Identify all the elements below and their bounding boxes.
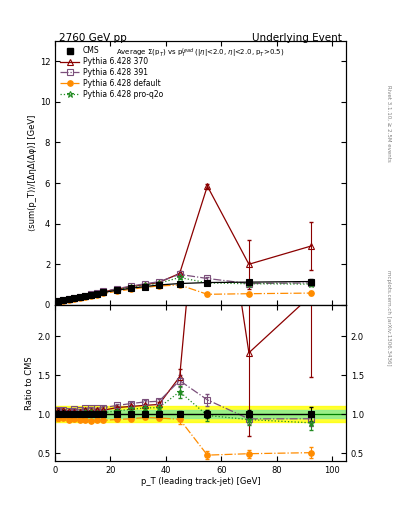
Bar: [55, 406, 346, 422]
Text: 2760 GeV pp: 2760 GeV pp: [59, 33, 127, 44]
Text: Average $\Sigma$(p$_T$) vs p$_T^{lead}$ (|$\eta$|<2.0, $\eta$|<2.0, p$_T$>0.5): Average $\Sigma$(p$_T$) vs p$_T^{lead}$ …: [116, 46, 285, 59]
Text: mcplots.cern.ch [arXiv:1306.3436]: mcplots.cern.ch [arXiv:1306.3436]: [386, 270, 391, 365]
Bar: [55, 410, 346, 418]
Y-axis label: Ratio to CMS: Ratio to CMS: [25, 356, 34, 410]
Y-axis label: ⟨sum(p_T)⟩/[ΔηΔ(Δφ)] [GeV]: ⟨sum(p_T)⟩/[ΔηΔ(Δφ)] [GeV]: [28, 115, 37, 231]
Text: Underlying Event: Underlying Event: [252, 33, 342, 44]
Legend: CMS, Pythia 6.428 370, Pythia 6.428 391, Pythia 6.428 default, Pythia 6.428 pro-: CMS, Pythia 6.428 370, Pythia 6.428 391,…: [59, 45, 164, 100]
Text: Rivet 3.1.10, ≥ 2.5M events: Rivet 3.1.10, ≥ 2.5M events: [386, 84, 391, 161]
X-axis label: p_T (leading track-jet) [GeV]: p_T (leading track-jet) [GeV]: [141, 477, 260, 486]
